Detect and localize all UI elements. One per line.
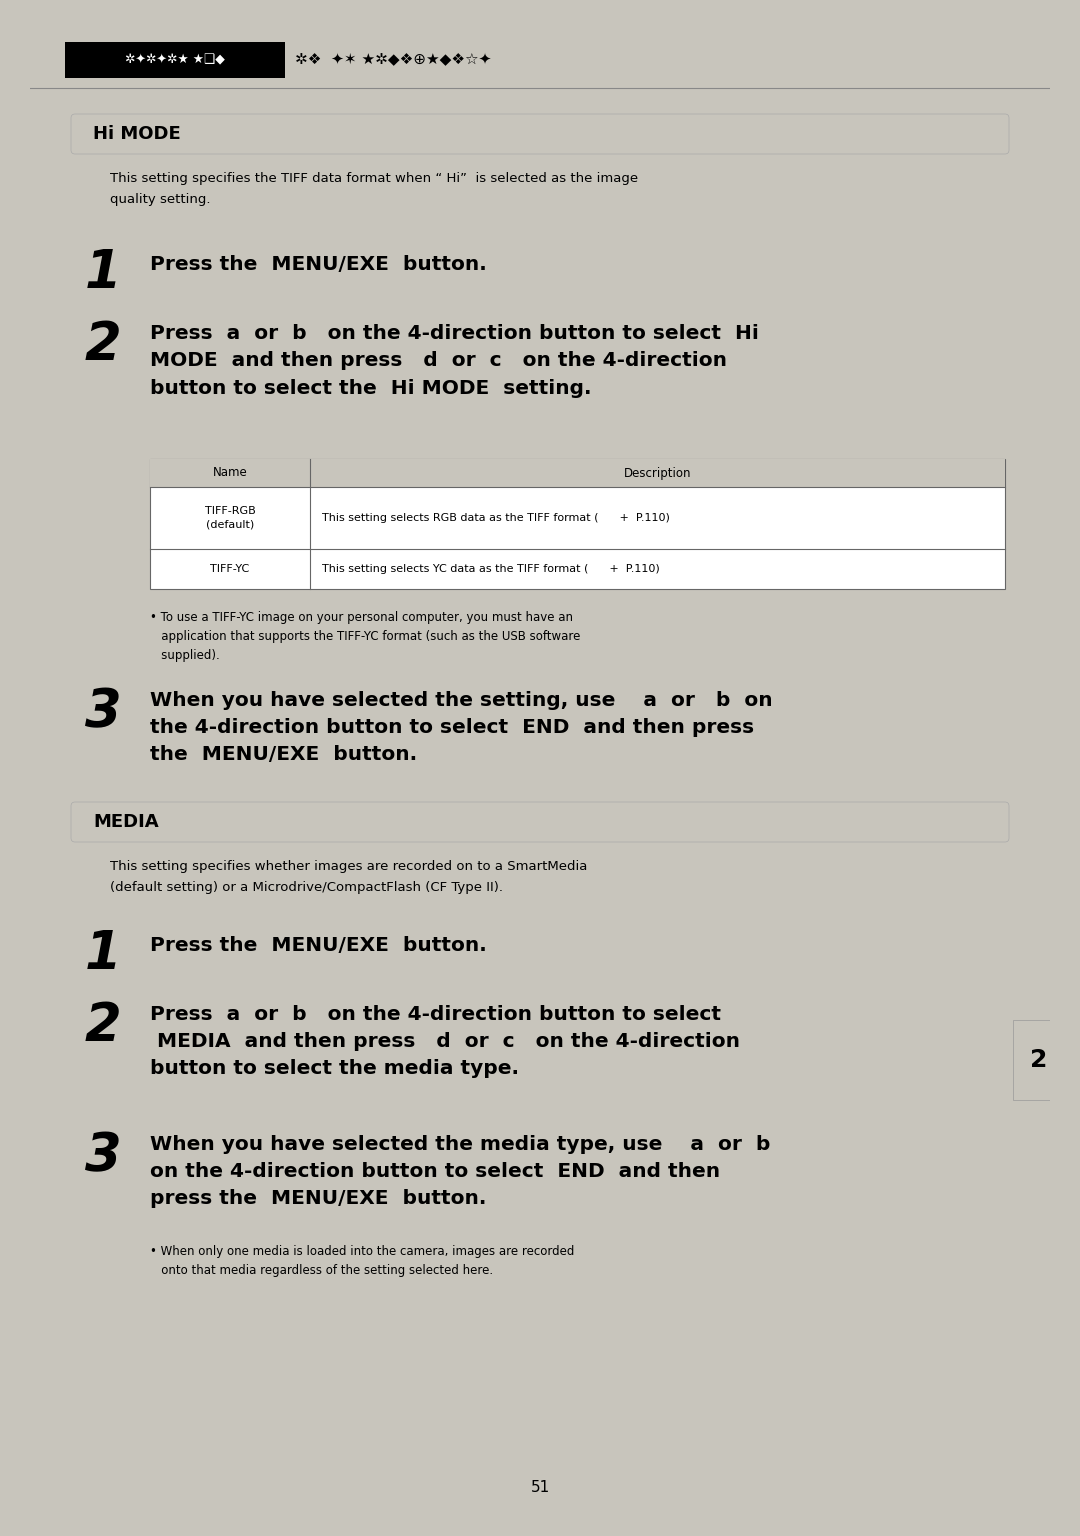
Text: TIFF-YC: TIFF-YC [211, 564, 249, 574]
FancyBboxPatch shape [1013, 1020, 1065, 1100]
Text: Hi MODE: Hi MODE [93, 124, 180, 143]
Text: ✲✦✲✦✲★ ★❑◆: ✲✦✲✦✲★ ★❑◆ [125, 54, 225, 66]
Text: When you have selected the setting, use    a  or   b  on
the 4-direction button : When you have selected the setting, use … [150, 691, 772, 765]
Text: 3: 3 [85, 687, 122, 737]
Text: • To use a TIFF-YC image on your personal computer, you must have an
   applicat: • To use a TIFF-YC image on your persona… [150, 611, 580, 662]
Text: MEDIA: MEDIA [93, 813, 159, 831]
Text: Press the  MENU/EXE  button.: Press the MENU/EXE button. [150, 935, 487, 955]
Text: This setting specifies whether images are recorded on to a SmartMedia
(default s: This setting specifies whether images ar… [110, 860, 588, 894]
FancyBboxPatch shape [65, 41, 285, 78]
Text: 1: 1 [85, 247, 122, 300]
Text: TIFF-RGB
(default): TIFF-RGB (default) [204, 507, 255, 530]
Text: 2: 2 [85, 319, 122, 372]
FancyBboxPatch shape [150, 459, 1005, 487]
Text: 2: 2 [85, 1000, 122, 1052]
Text: 3: 3 [85, 1130, 122, 1183]
Text: 2: 2 [1030, 1048, 1048, 1072]
Text: This setting selects RGB data as the TIFF format (      +  P.110): This setting selects RGB data as the TIF… [322, 513, 670, 522]
Text: ✲❖  ✦✶ ★✲◆❖⊕★◆❖☆✦: ✲❖ ✦✶ ★✲◆❖⊕★◆❖☆✦ [295, 52, 491, 68]
Text: Name: Name [213, 467, 247, 479]
Text: Description: Description [624, 467, 691, 479]
Text: Press the  MENU/EXE  button.: Press the MENU/EXE button. [150, 255, 487, 273]
Text: • When only one media is loaded into the camera, images are recorded
   onto tha: • When only one media is loaded into the… [150, 1246, 575, 1276]
FancyBboxPatch shape [71, 114, 1009, 154]
Text: 51: 51 [530, 1481, 550, 1496]
Text: Press  a  or  b   on the 4-direction button to select  Hi
MODE  and then press  : Press a or b on the 4-direction button t… [150, 324, 759, 398]
Text: 1: 1 [85, 928, 122, 980]
FancyBboxPatch shape [71, 802, 1009, 842]
Text: Press  a  or  b   on the 4-direction button to select
 MEDIA  and then press   d: Press a or b on the 4-direction button t… [150, 1005, 740, 1078]
FancyBboxPatch shape [30, 31, 1050, 88]
Text: This setting specifies the TIFF data format when “ Hi”  is selected as the image: This setting specifies the TIFF data for… [110, 172, 638, 206]
FancyBboxPatch shape [150, 459, 1005, 588]
Text: This setting selects YC data as the TIFF format (      +  P.110): This setting selects YC data as the TIFF… [322, 564, 660, 574]
Text: When you have selected the media type, use    a  or  b
on the 4-direction button: When you have selected the media type, u… [150, 1135, 770, 1209]
